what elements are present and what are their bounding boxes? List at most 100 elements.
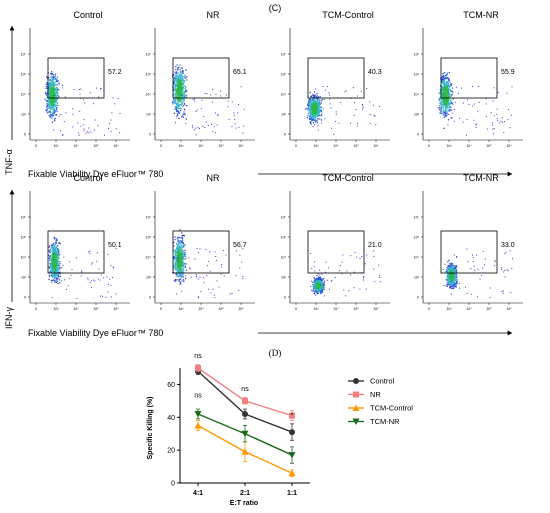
flow-x-tick-label: 10⁵: [218, 307, 224, 311]
legend-marker: [353, 378, 359, 384]
flow-x-tick-label: 10³: [313, 307, 319, 311]
flow-x-tick-label: 10⁵: [353, 307, 359, 311]
flow-y-tick-label: 0: [284, 296, 286, 300]
flow-y-tick-label: 10⁶: [414, 53, 420, 57]
legend-item: TCM-NR: [348, 417, 400, 426]
flow-x-tick-label: 10⁴: [333, 144, 339, 148]
flow-y-tick-label: 10³: [21, 113, 27, 117]
flow-x-tick-label: 10⁶: [506, 307, 512, 311]
flow-y-tick-label: 0: [149, 133, 151, 137]
legend-label: TCM-NR: [370, 417, 400, 426]
flow-x-tick-label: 0: [428, 144, 430, 148]
flow-x-tick-label: 10⁵: [353, 144, 359, 148]
flow-plot-title: TCM-Control: [322, 10, 374, 20]
flow-plot: TCM-Control 0 0 10³ 10³ 10⁴ 10⁴ 10⁵ 10⁵ 10⁶ 10⁶ 21.…: [281, 173, 390, 311]
flow-plot: TCM-NR 0 0 10³ 10³ 10⁴ 10⁴ 10⁵ 10⁵ 10⁶ 10⁶ 55.9: [414, 10, 523, 148]
chart-series: [194, 408, 296, 464]
flow-y-tick-label: 10³: [281, 113, 287, 117]
flow-x-tick-label: 0: [35, 144, 37, 148]
flow-scatter: [44, 71, 121, 136]
flow-x-tick-label: 10³: [178, 307, 184, 311]
flow-plot-title: NR: [207, 173, 220, 183]
legend-label: NR: [370, 390, 381, 399]
flow-x-tick-label: 0: [428, 307, 430, 311]
flow-x-tick-label: 10⁵: [218, 144, 224, 148]
flow-x-tick-label: 0: [160, 307, 162, 311]
panel-c-label: (C): [269, 3, 282, 13]
flow-y-tick-label: 10⁴: [21, 256, 27, 260]
flow-y-tick-label: 10⁵: [281, 236, 287, 240]
flow-y-tick-label: 10⁵: [281, 73, 287, 77]
flow-plot: Control 0 0 10³ 10³ 10⁴ 10⁴ 10⁵ 10⁵ 10⁶ 10⁶ 57.2: [21, 10, 130, 148]
flow-plot-title: Control: [73, 173, 102, 183]
flow-row-tnf: TNF-α Fixable Viability Dye eFluor™ 780: [4, 25, 513, 179]
row-xlabel-tnf: Fixable Viability Dye eFluor™ 780: [28, 169, 163, 179]
flow-x-tick-label: 10⁶: [373, 144, 379, 148]
flow-gate-value: 50.1: [108, 242, 122, 249]
legend-label: TCM-Control: [370, 404, 413, 413]
flow-y-tick-label: 10⁶: [21, 53, 27, 57]
flow-x-tick-label: 10⁶: [113, 307, 119, 311]
flow-y-tick-label: 0: [417, 296, 419, 300]
chart-plot-area: 0 20 40 60 4:1 2:1 1:1 ns ns ns *: [167, 353, 310, 497]
flow-gate: [172, 57, 230, 99]
flow-gate: [307, 230, 365, 274]
flow-gate-value: 57.2: [108, 69, 122, 76]
chart-y-tick-label: 0: [171, 481, 175, 488]
legend-marker: [353, 391, 359, 398]
flow-plots: Control 0 0 10³ 10³ 10⁴ 10⁴ 10⁵ 10⁵ 10⁶ 10⁶ 57.2 NR 0…: [21, 10, 523, 311]
chart-point: [242, 397, 248, 404]
flow-y-tick-label: 10⁵: [146, 73, 152, 77]
flow-y-tick-label: 0: [284, 133, 286, 137]
flow-plot: TCM-NR 0 0 10³ 10³ 10⁴ 10⁴ 10⁵ 10⁵ 10⁶ 10⁶ 33.0: [414, 173, 523, 311]
flow-x-tick-label: 10⁴: [73, 307, 79, 311]
flow-y-tick-label: 10⁶: [281, 53, 287, 57]
flow-scatter: [171, 64, 245, 136]
chart-point: [241, 430, 249, 438]
chart-point: [241, 448, 249, 455]
flow-x-tick-label: 10⁴: [333, 307, 339, 311]
chart-legend: Control NR TCM-Control TCM-NR: [348, 377, 413, 426]
flow-x-tick-label: 10⁶: [373, 307, 379, 311]
chart-series: [194, 420, 296, 477]
chart-y-tick-label: 60: [167, 382, 175, 389]
flow-x-tick-label: 10³: [446, 144, 452, 148]
chart-annotation: *: [291, 412, 294, 419]
flow-gate: [440, 230, 498, 274]
chart-point: [194, 422, 202, 429]
chart-point: [195, 365, 201, 371]
flow-x-tick-label: 10⁵: [486, 307, 492, 311]
flow-y-tick-label: 10⁴: [21, 93, 27, 97]
legend-marker: [352, 404, 360, 411]
flow-x-tick-label: 10⁴: [198, 307, 204, 311]
chart-point: [289, 412, 295, 419]
flow-gate-value: 55.9: [501, 69, 515, 76]
flow-x-tick-label: 0: [295, 307, 297, 311]
flow-x-tick-label: 0: [160, 144, 162, 148]
chart-annotation: ns: [194, 393, 202, 400]
flow-y-tick-label: 10⁶: [281, 216, 287, 220]
flow-x-tick-label: 10³: [446, 307, 452, 311]
flow-gate-value: 40.3: [368, 69, 382, 76]
chart-point: [289, 429, 295, 436]
flow-x-tick-label: 10⁴: [466, 307, 472, 311]
flow-gate: [307, 57, 365, 99]
flow-plot: TCM-Control 0 0 10³ 10³ 10⁴ 10⁴ 10⁵ 10⁵ 10⁶ 10⁶ 40.…: [281, 10, 390, 148]
flow-y-tick-label: 10⁴: [414, 256, 420, 260]
flow-y-tick-label: 10⁵: [21, 236, 27, 240]
row-xlabel-ifn: Fixable Viability Dye eFluor™ 780: [28, 328, 163, 338]
flow-y-tick-label: 10⁵: [414, 73, 420, 77]
chart-x-tick-label: 4:1: [193, 490, 203, 497]
flow-scatter: [48, 237, 117, 299]
flow-gate: [47, 57, 105, 99]
flow-x-tick-label: 10⁶: [113, 144, 119, 148]
flow-y-tick-label: 10³: [146, 276, 152, 280]
flow-scatter: [305, 86, 380, 135]
flow-y-tick-label: 10⁶: [146, 216, 152, 220]
flow-y-tick-label: 0: [24, 296, 26, 300]
chart-x-tick-label: 1:1: [287, 490, 297, 497]
legend-label: Control: [370, 377, 395, 386]
flow-plot: Control 0 0 10³ 10³ 10⁴ 10⁴ 10⁵ 10⁵ 10⁶ 10⁶ 50.1: [21, 173, 130, 311]
flow-y-tick-label: 10⁶: [414, 216, 420, 220]
